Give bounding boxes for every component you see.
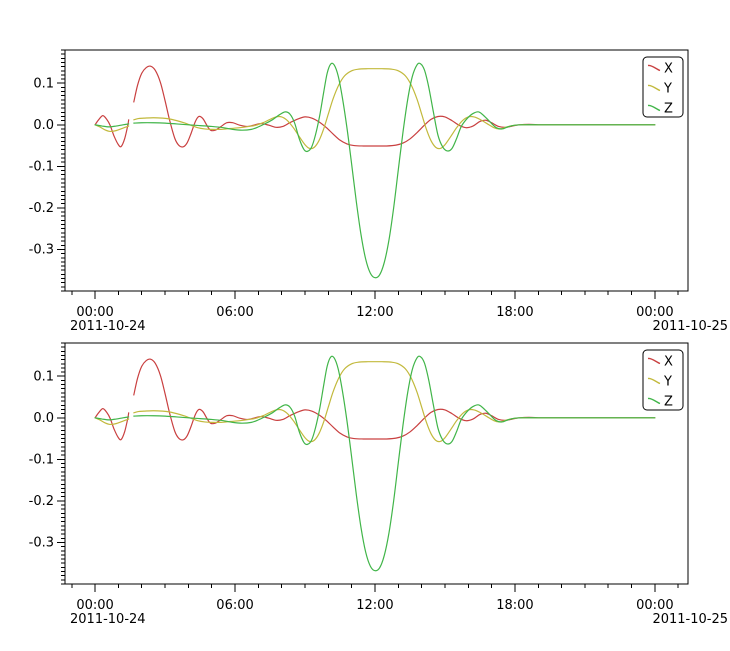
y-tick-label: -0.3 — [29, 536, 54, 551]
series-z-line — [94, 62, 656, 279]
y-tick-label: 0.0 — [33, 411, 54, 426]
y-tick-label: -0.3 — [29, 243, 54, 258]
date-label-left: 2011-10-24 — [70, 612, 146, 627]
legend-label-z: Z — [664, 102, 673, 117]
y-tick-label: -0.2 — [29, 201, 54, 216]
x-tick-label: 00:00 — [636, 305, 673, 320]
date-label-right: 2011-10-25 — [652, 612, 728, 627]
ticks — [57, 342, 679, 592]
plot-border — [64, 342, 689, 585]
legend-sample-x — [647, 357, 661, 365]
series-x-line — [94, 358, 656, 441]
legend: XYZ — [642, 56, 684, 118]
x-tick-label: 18:00 — [496, 305, 533, 320]
plot-border — [64, 49, 689, 292]
series-x-line — [94, 65, 656, 148]
y-tick-label: 0.0 — [33, 118, 54, 133]
series-z-line — [94, 355, 656, 572]
legend-box — [642, 56, 684, 118]
date-label-left: 2011-10-24 — [70, 319, 146, 334]
legend-label-z: Z — [664, 395, 673, 410]
x-tick-label: 12:00 — [356, 305, 393, 320]
chart-bottom: 0.1 0.0 -0.1 -0.2 -0.3 00:00 06:00 12:00 18:00 00… — [29, 342, 728, 627]
y-tick-label: -0.1 — [29, 453, 54, 468]
series-y-line — [94, 68, 656, 150]
y-tick-label: 0.1 — [33, 77, 54, 92]
x-tick-label: 18:00 — [496, 598, 533, 613]
legend-sample-z — [647, 104, 661, 112]
x-tick-label: 06:00 — [216, 598, 253, 613]
x-tick-label: 06:00 — [216, 305, 253, 320]
series-y-line — [94, 361, 656, 443]
x-tick-label: 00:00 — [76, 598, 113, 613]
legend-box — [642, 349, 684, 411]
ticks — [57, 49, 679, 299]
legend: XYZ — [642, 349, 684, 411]
y-tick-label: 0.1 — [33, 370, 54, 385]
x-tick-label: 12:00 — [356, 598, 393, 613]
legend-sample-y — [647, 377, 661, 385]
legend-label-y: Y — [663, 375, 672, 390]
legend-label-x: X — [664, 62, 673, 77]
chart-top: 0.1 0.0 -0.1 -0.2 -0.3 00:00 06:00 12:00 18:00 00… — [29, 49, 728, 334]
x-tick-label: 00:00 — [76, 305, 113, 320]
legend-label-y: Y — [663, 82, 672, 97]
legend-sample-z — [647, 397, 661, 405]
legend-label-x: X — [664, 355, 673, 370]
y-tick-label: -0.2 — [29, 494, 54, 509]
date-label-right: 2011-10-25 — [652, 319, 728, 334]
y-tick-label: -0.1 — [29, 160, 54, 175]
x-tick-label: 00:00 — [636, 598, 673, 613]
legend-sample-x — [647, 64, 661, 72]
legend-sample-y — [647, 84, 661, 92]
